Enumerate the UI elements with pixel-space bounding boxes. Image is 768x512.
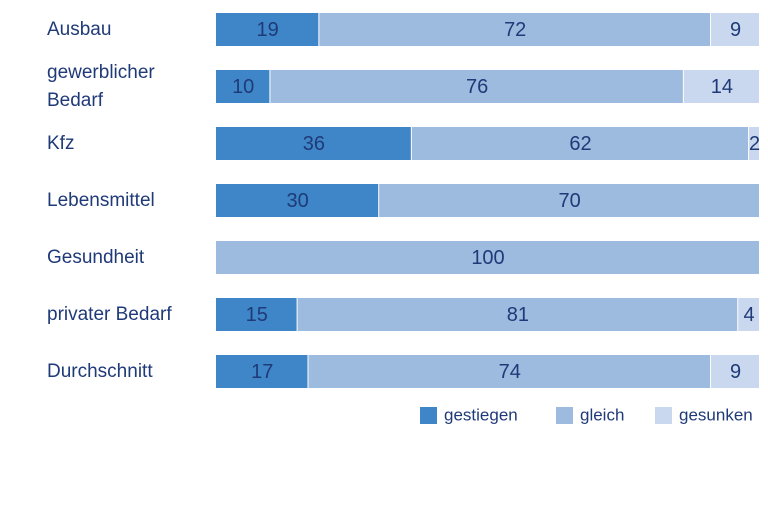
- category-label: Durchschnitt: [47, 360, 153, 382]
- bar-segment: [749, 127, 759, 160]
- bar-segment: [297, 298, 738, 331]
- data-label: 2: [749, 133, 760, 155]
- category-label: gewerblicher Bedarf: [47, 61, 155, 111]
- data-label: 62: [569, 133, 591, 155]
- category-label: Kfz: [47, 132, 75, 154]
- bar-segment: [216, 184, 379, 217]
- data-label: 70: [558, 190, 580, 212]
- bar-segment: [411, 127, 749, 160]
- bar-segment: [270, 70, 683, 103]
- bar-segment: [216, 355, 308, 388]
- category-label: Gesundheit: [47, 246, 145, 268]
- bar-segment: [711, 13, 759, 46]
- data-label: 9: [730, 361, 741, 383]
- data-label: 81: [507, 304, 529, 326]
- bar-segment: [216, 70, 270, 103]
- legend-swatch: [655, 407, 672, 424]
- data-label: 15: [246, 304, 268, 326]
- data-label: 72: [504, 19, 526, 41]
- data-label: 17: [251, 361, 273, 383]
- legend-label: gesunken: [679, 405, 753, 424]
- category-label: Lebensmittel: [47, 189, 155, 211]
- data-label: 19: [257, 19, 279, 41]
- legend-label: gleich: [580, 405, 624, 424]
- bar-segment: [216, 13, 319, 46]
- bar-segment: [738, 298, 759, 331]
- legend-label: gestiegen: [444, 405, 518, 424]
- bar-segment: [216, 127, 411, 160]
- data-label: 74: [499, 361, 521, 383]
- bar-segment: [379, 184, 759, 217]
- bar-segment: [308, 355, 711, 388]
- bar-segment: [711, 355, 759, 388]
- category-label: privater Bedarf: [47, 303, 172, 325]
- legend-swatch: [556, 407, 573, 424]
- bar-segment: [216, 241, 759, 274]
- data-label: 36: [303, 133, 325, 155]
- bar-segment: [216, 298, 297, 331]
- data-label: 10: [232, 76, 254, 98]
- category-label: Ausbau: [47, 18, 112, 40]
- data-label: 100: [471, 247, 504, 269]
- data-label: 4: [744, 304, 755, 326]
- bar-segment: [319, 13, 711, 46]
- data-label: 76: [466, 76, 488, 98]
- data-label: 14: [711, 76, 733, 98]
- legend-swatch: [420, 407, 437, 424]
- data-label: 9: [730, 19, 741, 41]
- bar-segment: [683, 70, 759, 103]
- data-label: 30: [286, 190, 308, 212]
